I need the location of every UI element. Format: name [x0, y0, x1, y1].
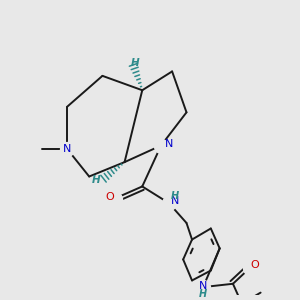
Text: O: O	[250, 260, 259, 270]
Text: H: H	[92, 176, 100, 185]
Text: O: O	[105, 192, 114, 202]
Text: N: N	[170, 196, 179, 206]
Text: N: N	[164, 139, 173, 149]
Text: N: N	[63, 144, 71, 154]
Text: H: H	[131, 58, 140, 68]
Text: H: H	[199, 289, 207, 299]
Text: N: N	[199, 281, 207, 291]
Text: H: H	[170, 191, 178, 201]
